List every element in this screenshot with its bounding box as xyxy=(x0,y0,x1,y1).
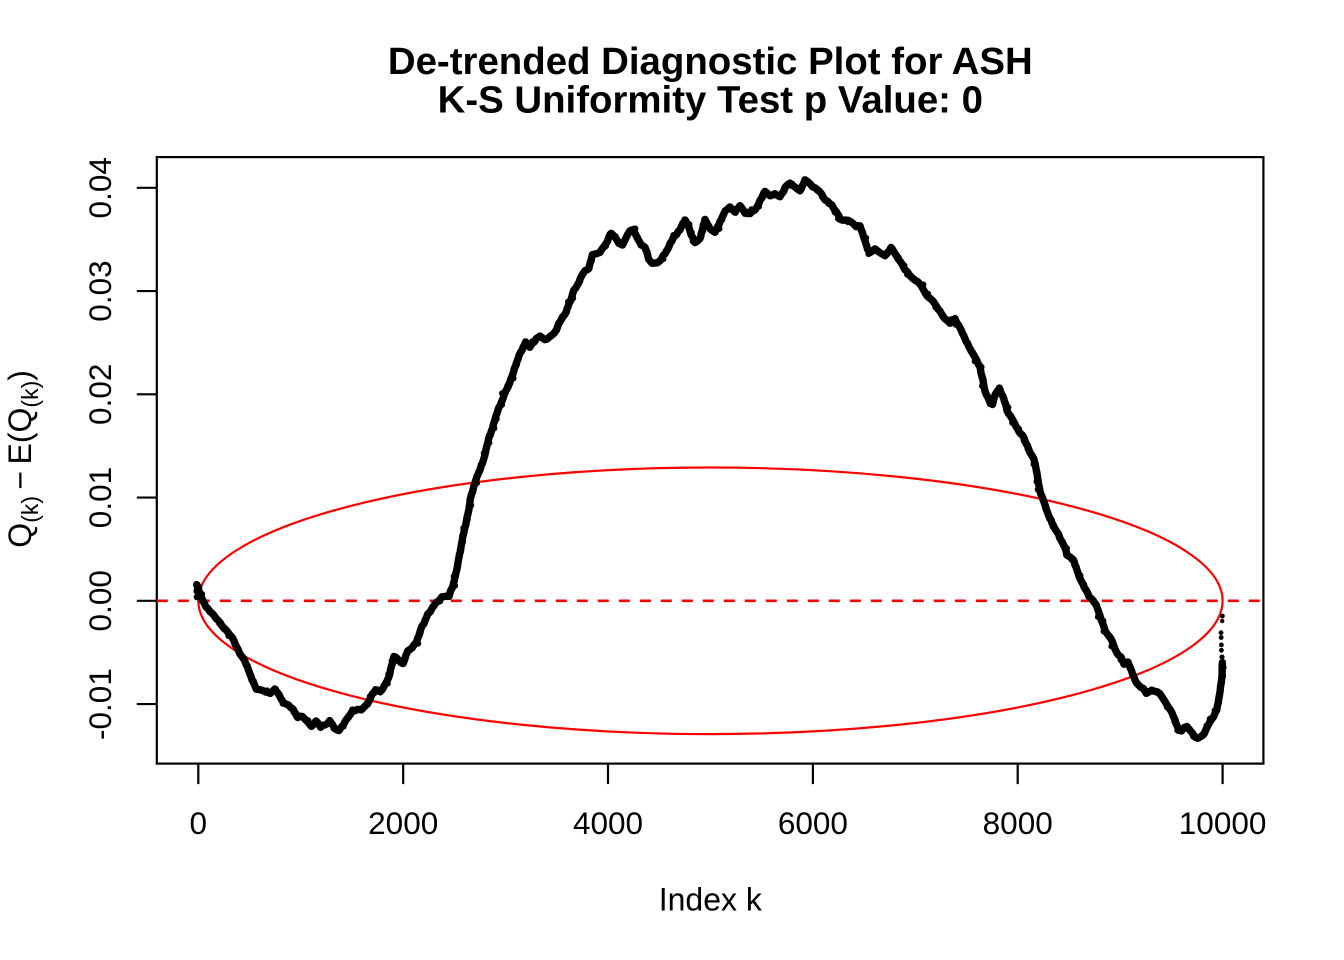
svg-text:4000: 4000 xyxy=(573,805,643,841)
svg-text:0.04: 0.04 xyxy=(82,157,118,218)
svg-text:0.00: 0.00 xyxy=(82,570,118,631)
svg-text:0.03: 0.03 xyxy=(82,260,118,321)
svg-text:10000: 10000 xyxy=(1179,805,1267,841)
svg-text:8000: 8000 xyxy=(983,805,1053,841)
svg-text:Index k: Index k xyxy=(659,881,763,917)
svg-text:-0.01: -0.01 xyxy=(82,668,118,740)
svg-text:0.02: 0.02 xyxy=(82,364,118,425)
svg-text:0.01: 0.01 xyxy=(82,467,118,528)
svg-text:K-S Uniformity Test p Value: 0: K-S Uniformity Test p Value: 0 xyxy=(438,78,983,121)
svg-text:De-trended Diagnostic Plot for: De-trended Diagnostic Plot for ASH xyxy=(388,40,1033,83)
svg-text:0: 0 xyxy=(190,805,208,841)
svg-text:2000: 2000 xyxy=(368,805,438,841)
svg-text:6000: 6000 xyxy=(778,805,848,841)
